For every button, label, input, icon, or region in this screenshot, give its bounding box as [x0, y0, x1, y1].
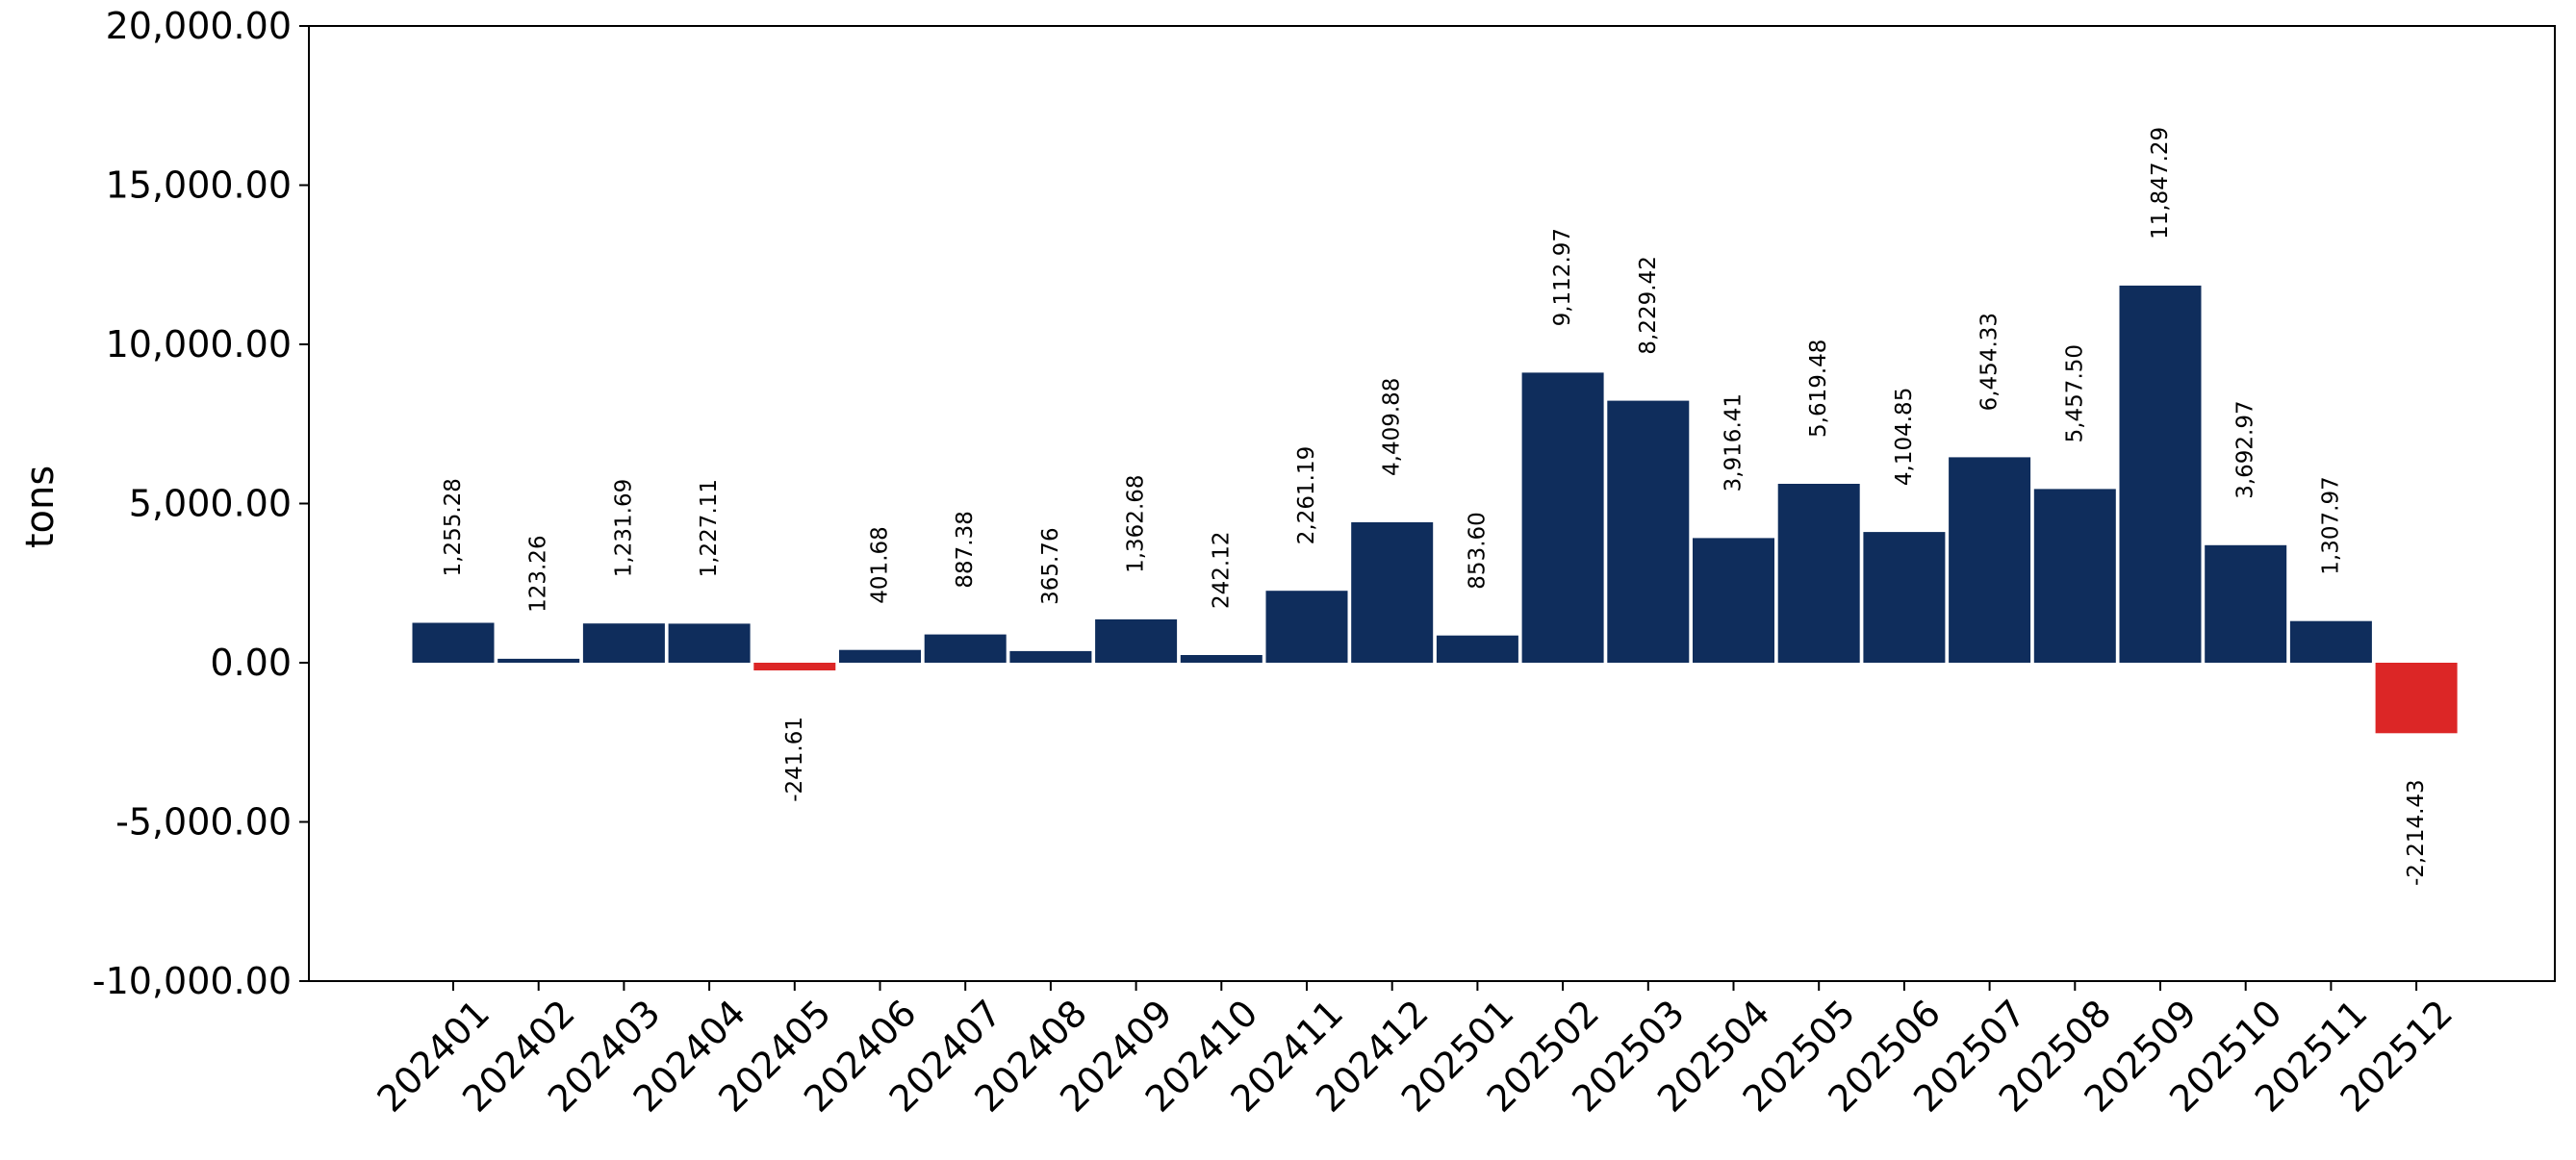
data-label-202408: 365.76 [1038, 527, 1063, 604]
bar-202512 [2375, 663, 2458, 734]
data-label-202404: 1,227.11 [697, 479, 722, 577]
bar-202511 [2289, 620, 2372, 663]
data-label-202507: 6,454.33 [1977, 313, 2002, 411]
y-tick-label-3: 5,000.00 [129, 483, 292, 525]
data-label-202407: 887.38 [953, 511, 978, 588]
data-label-202411: 2,261.19 [1294, 446, 1319, 544]
bar-202402 [497, 658, 580, 663]
bar-202407 [924, 634, 1007, 663]
bar-202405 [753, 663, 836, 670]
data-label-202401: 1,255.28 [441, 478, 466, 576]
bar-202404 [668, 623, 751, 663]
data-labels-layer: 1,255.28 123.26 1,231.69 1,227.11 -241.61 401… [441, 127, 2429, 886]
bar-202508 [2033, 489, 2116, 663]
bar-202502 [1521, 372, 1604, 663]
plot-frame [308, 25, 2556, 982]
y-tick-label-6: 20,000.00 [106, 5, 292, 47]
bar-202501 [1436, 635, 1518, 663]
data-label-202510: 3,692.97 [2233, 400, 2258, 498]
bar-202505 [1777, 484, 1860, 663]
data-label-202504: 3,916.41 [1722, 393, 1747, 492]
bar-202406 [839, 649, 921, 663]
data-label-202505: 5,619.48 [1806, 340, 1831, 438]
bar-202401 [412, 622, 495, 663]
bar-202403 [582, 623, 665, 663]
bar-202510 [2205, 544, 2287, 663]
y-axis-label: tons [18, 466, 63, 548]
bar-202507 [1949, 457, 2031, 663]
data-label-202402: 123.26 [526, 535, 551, 612]
y-tick-label-5: 15,000.00 [106, 164, 292, 207]
bar-202410 [1180, 655, 1262, 663]
data-label-202409: 1,362.68 [1124, 474, 1149, 572]
data-label-202509: 11,847.29 [2148, 127, 2173, 240]
data-label-202512: -2,214.43 [2404, 779, 2429, 886]
bar-202412 [1351, 522, 1434, 663]
y-tick-label-1: -5,000.00 [115, 801, 292, 844]
data-label-202506: 4,104.85 [1892, 388, 1917, 486]
data-label-202405: -241.61 [782, 717, 807, 802]
data-label-202501: 853.60 [1465, 512, 1490, 589]
bar-202503 [1607, 400, 1690, 663]
bar-202411 [1265, 591, 1348, 663]
data-label-202403: 1,231.69 [611, 479, 636, 577]
bar-202506 [1863, 532, 1946, 663]
bar-202504 [1693, 538, 1774, 663]
data-label-202406: 401.68 [868, 526, 893, 603]
bars-layer [412, 285, 2458, 734]
data-label-202410: 242.12 [1209, 532, 1234, 609]
bar-202509 [2119, 285, 2202, 663]
data-label-202511: 1,307.97 [2318, 476, 2343, 574]
data-label-202412: 4,409.88 [1380, 378, 1405, 476]
data-label-202502: 9,112.97 [1550, 228, 1575, 326]
data-label-202508: 5,457.50 [2062, 344, 2087, 442]
data-label-202503: 8,229.42 [1636, 256, 1661, 354]
bar-202408 [1009, 650, 1092, 663]
bar-202409 [1095, 618, 1178, 663]
y-tick-label-0: -10,000.00 [92, 960, 292, 1002]
y-tick-label-4: 10,000.00 [106, 323, 292, 366]
y-tick-label-2: 0.00 [210, 642, 292, 684]
